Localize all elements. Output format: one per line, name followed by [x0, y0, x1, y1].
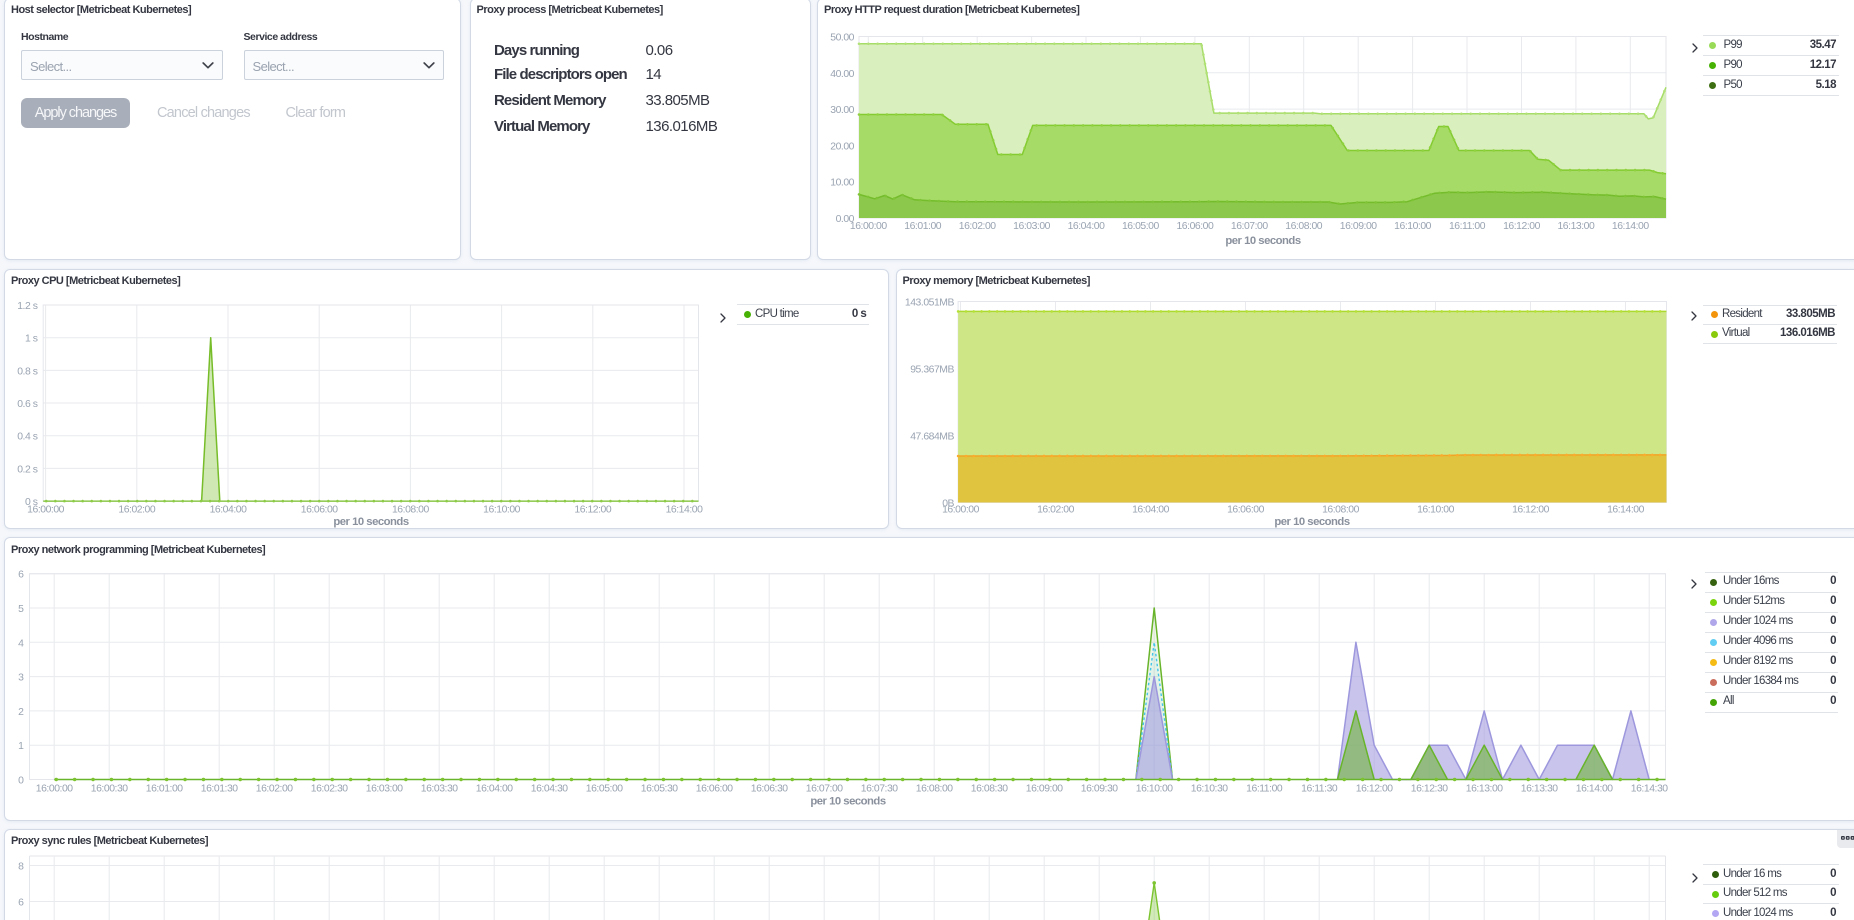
- svg-text:16:12:00: 16:12:00: [574, 504, 612, 515]
- svg-text:16:08:00: 16:08:00: [1285, 221, 1323, 232]
- svg-text:16:03:30: 16:03:30: [421, 784, 459, 795]
- svg-text:0 s: 0 s: [25, 497, 38, 508]
- svg-text:16:13:00: 16:13:00: [1466, 784, 1504, 795]
- svg-text:16:02:00: 16:02:00: [959, 221, 997, 232]
- svg-text:10.00: 10.00: [830, 178, 854, 189]
- svg-text:per 10 seconds: per 10 seconds: [810, 796, 885, 808]
- svg-text:16:02:00: 16:02:00: [118, 504, 156, 515]
- svg-text:16:12:00: 16:12:00: [1356, 784, 1394, 795]
- svg-text:16:05:00: 16:05:00: [586, 784, 624, 795]
- svg-text:16:08:30: 16:08:30: [971, 784, 1009, 795]
- svg-text:16:11:00: 16:11:00: [1449, 221, 1486, 232]
- svg-text:16:08:00: 16:08:00: [916, 784, 954, 795]
- svg-text:0.00: 0.00: [836, 214, 855, 225]
- svg-text:0.2 s: 0.2 s: [17, 464, 38, 475]
- svg-text:47.684MB: 47.684MB: [910, 431, 954, 442]
- svg-text:143.051MB: 143.051MB: [904, 297, 954, 308]
- svg-text:1.2 s: 1.2 s: [17, 301, 38, 312]
- svg-text:3: 3: [18, 673, 24, 684]
- svg-text:16:04:00: 16:04:00: [210, 504, 248, 515]
- svg-text:16:02:00: 16:02:00: [256, 784, 294, 795]
- svg-text:16:04:00: 16:04:00: [1068, 221, 1106, 232]
- svg-text:16:08:00: 16:08:00: [1322, 504, 1360, 515]
- svg-text:16:13:00: 16:13:00: [1557, 221, 1595, 232]
- svg-text:16:04:00: 16:04:00: [1132, 504, 1170, 515]
- svg-text:16:14:30: 16:14:30: [1631, 784, 1669, 795]
- svg-text:16:09:00: 16:09:00: [1026, 784, 1064, 795]
- svg-text:16:03:00: 16:03:00: [1013, 221, 1051, 232]
- svg-text:16:11:30: 16:11:30: [1301, 784, 1338, 795]
- svg-text:16:06:00: 16:06:00: [1227, 504, 1265, 515]
- svg-text:16:14:00: 16:14:00: [1612, 221, 1650, 232]
- svg-text:16:05:00: 16:05:00: [1122, 221, 1160, 232]
- svg-text:16:00:00: 16:00:00: [850, 221, 888, 232]
- svg-text:16:06:30: 16:06:30: [751, 784, 789, 795]
- svg-text:per 10 seconds: per 10 seconds: [1274, 516, 1349, 528]
- svg-text:0.4 s: 0.4 s: [17, 431, 38, 442]
- svg-text:16:10:00: 16:10:00: [1417, 504, 1455, 515]
- svg-text:16:10:00: 16:10:00: [1136, 784, 1174, 795]
- svg-text:16:00:00: 16:00:00: [942, 504, 980, 515]
- svg-text:16:02:00: 16:02:00: [1037, 504, 1075, 515]
- svg-text:16:14:00: 16:14:00: [666, 504, 704, 515]
- svg-text:6: 6: [18, 570, 24, 581]
- svg-text:16:00:00: 16:00:00: [27, 504, 65, 515]
- svg-text:16:12:30: 16:12:30: [1411, 784, 1449, 795]
- svg-text:5: 5: [18, 604, 24, 615]
- svg-text:6: 6: [18, 897, 24, 908]
- svg-text:16:02:30: 16:02:30: [311, 784, 349, 795]
- svg-text:16:07:00: 16:07:00: [806, 784, 844, 795]
- svg-text:40.00: 40.00: [830, 69, 854, 80]
- svg-text:16:04:00: 16:04:00: [476, 784, 514, 795]
- svg-text:16:01:30: 16:01:30: [201, 784, 239, 795]
- svg-text:95.367MB: 95.367MB: [910, 364, 954, 375]
- svg-text:per 10 seconds: per 10 seconds: [333, 516, 408, 528]
- svg-text:per 10 seconds: per 10 seconds: [1225, 235, 1300, 247]
- svg-text:16:00:00: 16:00:00: [36, 784, 74, 795]
- svg-text:16:14:00: 16:14:00: [1576, 784, 1614, 795]
- svg-text:16:12:00: 16:12:00: [1512, 504, 1550, 515]
- svg-text:16:04:30: 16:04:30: [531, 784, 569, 795]
- svg-text:1: 1: [18, 741, 24, 752]
- svg-text:16:09:00: 16:09:00: [1340, 221, 1378, 232]
- svg-text:0: 0: [18, 776, 24, 787]
- svg-text:0.6 s: 0.6 s: [17, 399, 38, 410]
- svg-text:16:11:00: 16:11:00: [1246, 784, 1283, 795]
- svg-text:16:01:00: 16:01:00: [146, 784, 184, 795]
- svg-text:16:00:30: 16:00:30: [91, 784, 129, 795]
- svg-text:20.00: 20.00: [830, 141, 854, 152]
- svg-text:16:07:00: 16:07:00: [1231, 221, 1269, 232]
- svg-text:16:07:30: 16:07:30: [861, 784, 899, 795]
- svg-text:30.00: 30.00: [830, 105, 854, 116]
- svg-text:50.00: 50.00: [830, 33, 854, 44]
- svg-text:16:08:00: 16:08:00: [392, 504, 430, 515]
- svg-text:1 s: 1 s: [25, 333, 38, 344]
- svg-text:8: 8: [18, 861, 24, 872]
- svg-text:16:05:30: 16:05:30: [641, 784, 679, 795]
- svg-text:16:01:00: 16:01:00: [904, 221, 942, 232]
- svg-text:16:06:00: 16:06:00: [301, 504, 339, 515]
- svg-text:16:03:00: 16:03:00: [366, 784, 404, 795]
- svg-text:16:12:00: 16:12:00: [1503, 221, 1541, 232]
- svg-text:0B: 0B: [942, 498, 954, 509]
- svg-text:16:06:00: 16:06:00: [1176, 221, 1214, 232]
- svg-text:16:09:30: 16:09:30: [1081, 784, 1119, 795]
- svg-text:16:06:00: 16:06:00: [696, 784, 734, 795]
- svg-text:16:10:30: 16:10:30: [1191, 784, 1229, 795]
- svg-text:16:10:00: 16:10:00: [1394, 221, 1432, 232]
- svg-text:16:14:00: 16:14:00: [1607, 504, 1645, 515]
- svg-text:4: 4: [18, 638, 24, 649]
- svg-text:0.8 s: 0.8 s: [17, 366, 38, 377]
- svg-text:2: 2: [18, 707, 24, 718]
- svg-text:16:10:00: 16:10:00: [483, 504, 521, 515]
- svg-text:16:13:30: 16:13:30: [1521, 784, 1559, 795]
